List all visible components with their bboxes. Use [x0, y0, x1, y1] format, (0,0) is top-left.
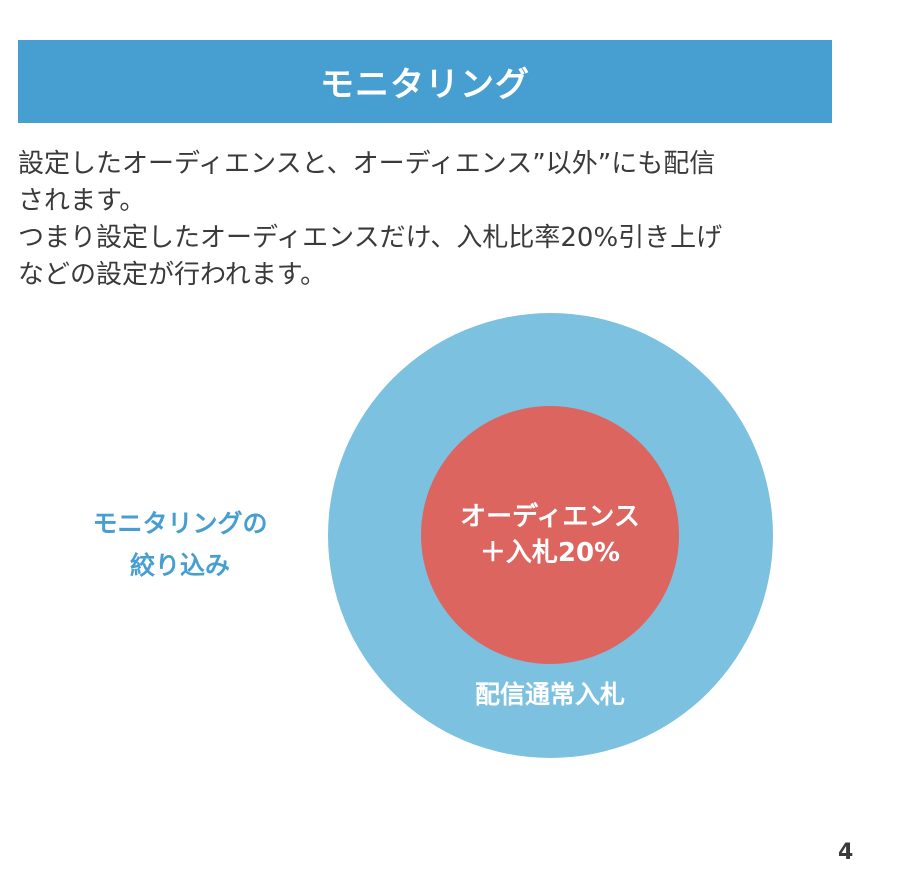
description: 設定したオーディエンスと、オーディエンス”以外”にも配信 されます。 つまり設定…	[18, 146, 848, 294]
description-line: されます。	[18, 186, 146, 216]
side-label-line: モニタリングの	[92, 509, 268, 538]
description-line: 設定したオーディエンスと、オーディエンス”以外”にも配信	[18, 149, 716, 179]
inner-circle-label-line: オーディエンス	[460, 502, 640, 532]
inner-circle: オーディエンス ＋入札20%	[421, 406, 679, 664]
side-label: モニタリングの 絞り込み	[60, 503, 300, 587]
inner-circle-label-line: ＋入札20%	[479, 538, 621, 568]
slide-title: モニタリング	[320, 65, 530, 105]
page-number: 4	[838, 840, 854, 865]
outer-circle-label: 配信通常入札	[474, 680, 625, 709]
side-label-line: 絞り込み	[129, 551, 230, 580]
description-line: などの設定が行われます。	[18, 260, 327, 290]
title-bar: モニタリング	[18, 40, 832, 123]
description-line: つまり設定したオーディエンスだけ、入札比率20%引き上げ	[18, 223, 723, 253]
